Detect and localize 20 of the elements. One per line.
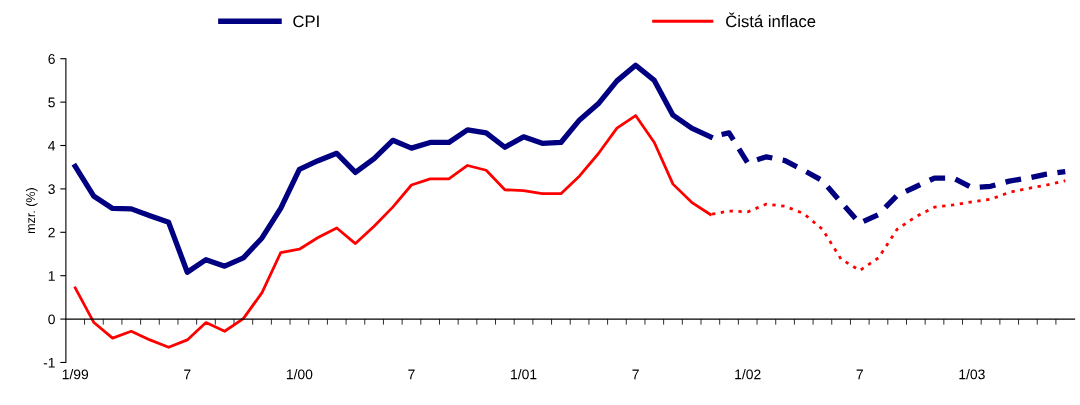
y-axis-title: mzr. (%): [25, 188, 38, 234]
y-tick-label: 2: [48, 227, 55, 238]
y-tick-label: 0: [48, 314, 55, 325]
x-tick-label: 1/00: [286, 369, 313, 380]
y-tick-label: 6: [48, 54, 55, 64]
x-tick-label: 1/02: [735, 369, 761, 380]
y-tick-label: 5: [48, 97, 55, 108]
y-tick-label: 4: [48, 140, 56, 151]
x-tick-label: 7: [856, 369, 863, 380]
x-tick-label: 7: [184, 369, 191, 380]
x-tick-label: 1/99: [62, 369, 89, 380]
x-tick-label: 7: [632, 369, 639, 380]
x-tick-label: 1/03: [959, 369, 985, 380]
x-tick-label: 7: [408, 369, 415, 380]
legend-label: Čistá inflace: [726, 12, 816, 28]
y-tick-label: -1: [43, 357, 55, 368]
x-tick-label: 1/01: [511, 369, 537, 380]
y-tick-label: 3: [48, 184, 55, 195]
y-tick-label: 1: [48, 271, 55, 281]
legend-label: CPI: [293, 15, 319, 28]
